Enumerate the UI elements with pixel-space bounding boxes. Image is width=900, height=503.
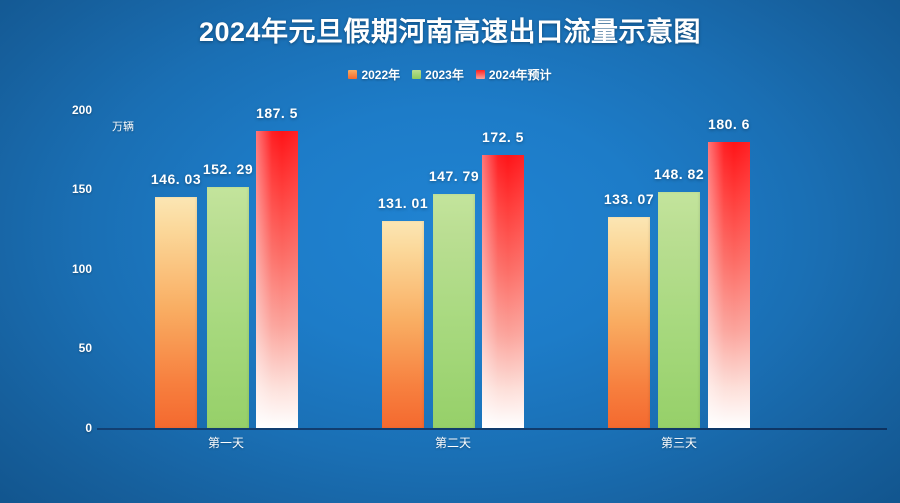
value-label-2022-day3: 133. 07 <box>603 191 655 207</box>
category-label-day3: 第三天 <box>660 436 697 450</box>
legend-swatch-2023 <box>412 70 422 79</box>
bar-2022-day3[interactable] <box>608 217 650 428</box>
bar-2024-day2[interactable] <box>482 155 524 428</box>
value-label-2023-day2: 147. 79 <box>428 168 480 184</box>
y-axis-tick-50: 50 <box>78 341 92 355</box>
chart-legend: 2022年 2023年 2024年预计 <box>0 66 900 83</box>
bar-2022-day1[interactable] <box>155 197 197 428</box>
value-label-2024-day1: 187. 5 <box>256 105 298 121</box>
value-label-2023-day3: 148. 82 <box>653 166 705 182</box>
bar-2023-day1[interactable] <box>207 187 249 428</box>
value-label-2024-day2: 172. 5 <box>482 129 524 145</box>
legend-label-2023: 2023年 <box>425 68 464 82</box>
x-axis-baseline <box>97 428 887 430</box>
value-label-2024-day3: 180. 6 <box>708 116 750 132</box>
value-label-2022-day2: 131. 01 <box>377 195 429 211</box>
legend-item-2022[interactable]: 2022年 <box>348 66 400 83</box>
legend-swatch-2022 <box>348 70 358 79</box>
bar-2024-day1[interactable] <box>256 131 298 428</box>
bar-2023-day2[interactable] <box>433 194 475 428</box>
bar-2022-day2[interactable] <box>382 221 424 428</box>
legend-item-2024[interactable]: 2024年预计 <box>475 66 552 83</box>
category-label-day1: 第一天 <box>207 436 244 450</box>
value-label-2023-day1: 152. 29 <box>202 161 254 177</box>
y-axis-tick-200: 200 <box>71 103 92 117</box>
category-label-day2: 第二天 <box>434 436 471 450</box>
value-label-2022-day1: 146. 03 <box>150 171 202 187</box>
y-axis-tick-0: 0 <box>85 421 92 435</box>
bar-2024-day3[interactable] <box>708 142 750 428</box>
legend-label-2024: 2024年预计 <box>488 68 552 82</box>
y-axis-unit-label: 万辆 <box>112 121 134 133</box>
chart-title: 2024年元旦假期河南高速出口流量示意图 <box>198 17 702 47</box>
legend-label-2022: 2022年 <box>361 68 401 82</box>
legend-swatch-2024 <box>475 70 485 79</box>
bar-2023-day3[interactable] <box>658 192 700 428</box>
y-axis-tick-100: 100 <box>71 262 92 276</box>
legend-item-2023[interactable]: 2023年 <box>412 66 464 83</box>
y-axis-tick-150: 150 <box>71 182 92 196</box>
